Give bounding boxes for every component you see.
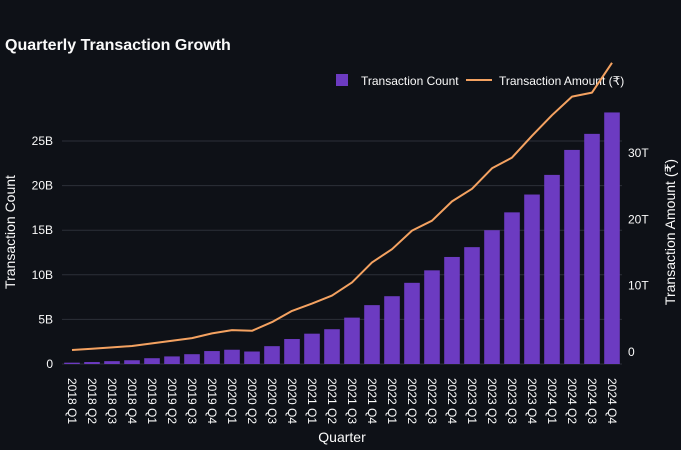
legend-label-transaction-count: Transaction Count <box>361 74 459 88</box>
x-tick-label: 2022 Q4 <box>445 378 459 424</box>
line-layer <box>71 62 613 351</box>
x-tick-label: 2024 Q1 <box>545 378 559 424</box>
x-tick-label: 2022 Q3 <box>425 378 439 424</box>
bar <box>124 360 140 364</box>
bars-layer <box>64 112 620 365</box>
bar <box>404 282 420 364</box>
bar <box>544 174 560 364</box>
series-line-transaction-amount <box>71 62 613 351</box>
bar <box>244 351 260 364</box>
y2-tick-label: 10T <box>628 279 649 293</box>
bar <box>584 133 600 364</box>
x-tick-label: 2019 Q2 <box>165 378 179 424</box>
x-tick-label: 2018 Q3 <box>105 378 119 424</box>
legend-label-transaction-amount: Transaction Amount (₹) <box>499 74 624 88</box>
y2-tick-label: 0 <box>628 345 635 359</box>
x-tick-label: 2018 Q4 <box>125 378 139 424</box>
x-tick-label: 2023 Q3 <box>505 378 519 424</box>
x-tick-label: 2020 Q1 <box>225 378 239 424</box>
y-tick-label: 25B <box>32 134 53 148</box>
x-tick-label: 2024 Q3 <box>585 378 599 424</box>
x-axis-title: Quarter <box>318 429 366 445</box>
bar <box>184 354 200 364</box>
y2-tick-label: 30T <box>628 146 649 160</box>
legend-swatch-transaction-count <box>336 74 348 86</box>
bar <box>64 362 80 364</box>
y-axis-title: Transaction Count <box>2 175 18 289</box>
x-tick-label: 2024 Q2 <box>565 378 579 424</box>
x-tick-label: 2019 Q3 <box>185 378 199 424</box>
bar <box>504 212 520 364</box>
x-tick-label: 2020 Q4 <box>285 378 299 424</box>
legend[interactable]: Transaction Count Transaction Amount (₹) <box>336 74 624 88</box>
bar <box>144 358 160 364</box>
x-axis-ticks: 2018 Q1 2018 Q2 2018 Q3 2018 Q4 2019 Q1 2019 … <box>65 378 619 424</box>
chart-title: Quarterly Transaction Growth <box>5 37 231 54</box>
bar <box>204 351 220 364</box>
bar <box>164 356 180 364</box>
x-tick-label: 2021 Q2 <box>325 378 339 424</box>
y-tick-label: 20B <box>32 179 53 193</box>
x-tick-label: 2020 Q2 <box>245 378 259 424</box>
x-tick-label: 2023 Q1 <box>465 378 479 424</box>
y-tick-label: 0 <box>46 357 53 371</box>
y2-tick-label: 20T <box>628 212 649 226</box>
bar <box>304 333 320 364</box>
bar <box>424 270 440 364</box>
x-tick-label: 2022 Q1 <box>385 378 399 424</box>
bar <box>524 194 540 364</box>
bar <box>84 362 100 364</box>
bar <box>344 317 360 364</box>
bar <box>104 361 120 364</box>
y2-axis-title: Transaction Amount (₹) <box>662 159 678 305</box>
bar <box>264 346 280 364</box>
x-tick-label: 2021 Q1 <box>305 378 319 424</box>
bar <box>464 247 480 364</box>
bar <box>324 329 340 364</box>
x-tick-label: 2019 Q1 <box>145 378 159 424</box>
x-tick-label: 2022 Q2 <box>405 378 419 424</box>
y-tick-label: 15B <box>32 223 53 237</box>
x-tick-label: 2021 Q4 <box>365 378 379 424</box>
bar <box>484 230 500 364</box>
x-tick-label: 2023 Q2 <box>485 378 499 424</box>
x-tick-label: 2018 Q1 <box>65 378 79 424</box>
x-tick-label: 2024 Q4 <box>605 378 619 424</box>
y-axis-ticks: 0 5B 10B 15B 20B 25B <box>32 134 54 371</box>
bar <box>384 296 400 364</box>
bar <box>284 339 300 364</box>
x-tick-label: 2019 Q4 <box>205 378 219 424</box>
bar <box>444 256 460 364</box>
y-tick-label: 10B <box>32 268 53 282</box>
y2-axis-ticks: 0 10T 20T 30T <box>628 146 649 359</box>
bar <box>224 349 240 364</box>
bar <box>604 112 620 365</box>
x-tick-label: 2021 Q3 <box>345 378 359 424</box>
x-tick-label: 2020 Q3 <box>265 378 279 424</box>
x-tick-label: 2018 Q2 <box>85 378 99 424</box>
y-tick-label: 5B <box>38 312 53 326</box>
bar <box>364 305 380 364</box>
bar <box>564 149 580 364</box>
x-tick-label: 2023 Q4 <box>525 378 539 424</box>
